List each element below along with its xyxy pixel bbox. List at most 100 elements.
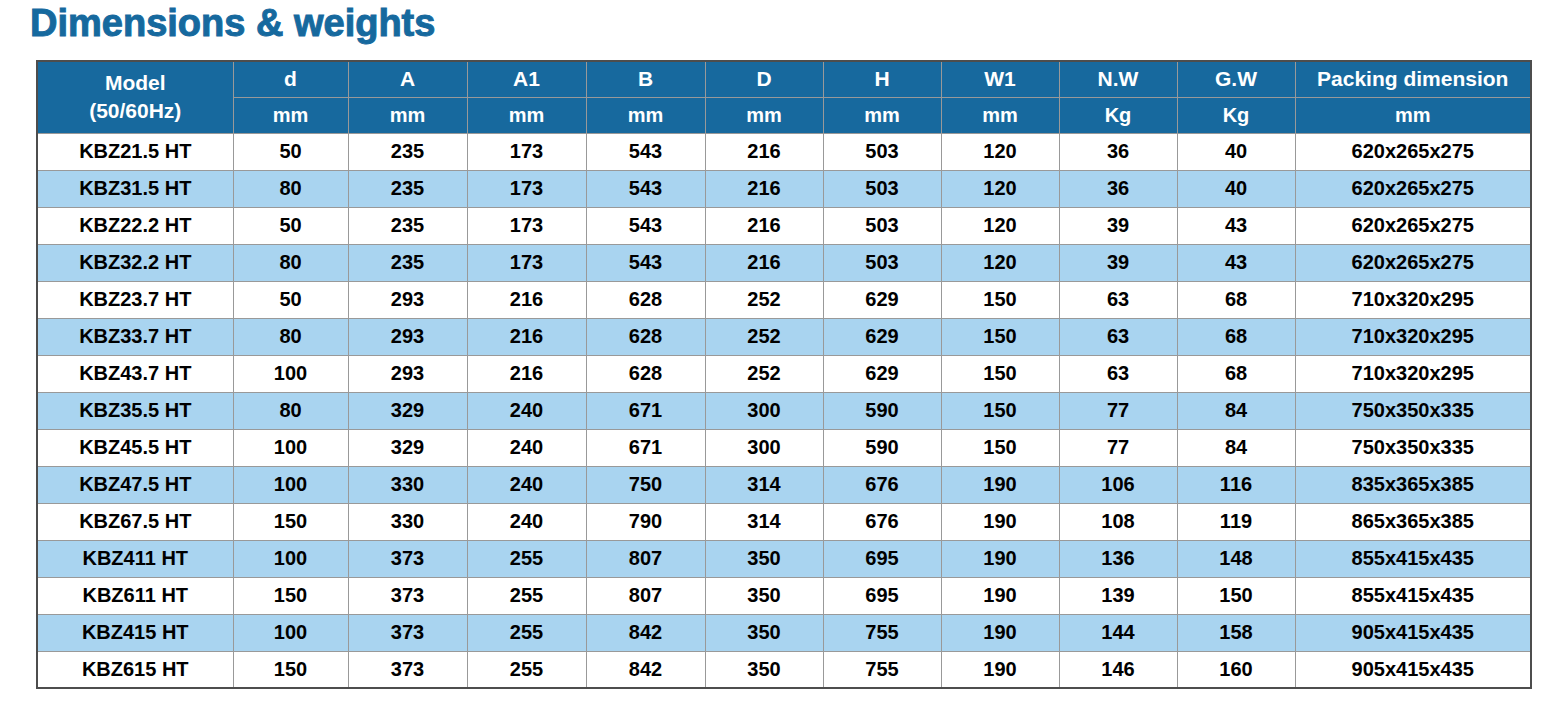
column-unit: Kg <box>1059 97 1177 133</box>
value-cell: 120 <box>941 170 1059 207</box>
table-row: KBZ33.7 HT802932166282526291506368710x32… <box>37 318 1531 355</box>
value-cell: 120 <box>941 207 1059 244</box>
value-cell: 80 <box>233 318 348 355</box>
value-cell: 252 <box>705 281 823 318</box>
column-unit: mm <box>233 97 348 133</box>
value-cell: 255 <box>467 577 586 614</box>
value-cell: 855x415x435 <box>1295 577 1531 614</box>
value-cell: 50 <box>233 133 348 170</box>
model-cell: KBZ35.5 HT <box>37 392 233 429</box>
value-cell: 865x365x385 <box>1295 503 1531 540</box>
value-cell: 620x265x275 <box>1295 170 1531 207</box>
value-cell: 503 <box>823 244 941 281</box>
value-cell: 150 <box>1177 577 1295 614</box>
value-cell: 235 <box>348 244 467 281</box>
value-cell: 628 <box>586 318 705 355</box>
value-cell: 216 <box>467 318 586 355</box>
value-cell: 807 <box>586 540 705 577</box>
value-cell: 314 <box>705 466 823 503</box>
model-cell: KBZ415 HT <box>37 614 233 651</box>
value-cell: 629 <box>823 318 941 355</box>
header-label-row: Model(50/60Hz)dAA1BDHW1N.WG.WPacking dim… <box>37 61 1531 97</box>
value-cell: 77 <box>1059 429 1177 466</box>
value-cell: 330 <box>348 503 467 540</box>
model-cell: KBZ611 HT <box>37 577 233 614</box>
value-cell: 160 <box>1177 651 1295 688</box>
value-cell: 235 <box>348 207 467 244</box>
column-header-n-w: N.W <box>1059 61 1177 97</box>
value-cell: 503 <box>823 133 941 170</box>
value-cell: 350 <box>705 614 823 651</box>
value-cell: 629 <box>823 281 941 318</box>
table-row: KBZ22.2 HT502351735432165031203943620x26… <box>37 207 1531 244</box>
value-cell: 235 <box>348 170 467 207</box>
value-cell: 373 <box>348 540 467 577</box>
value-cell: 150 <box>941 355 1059 392</box>
value-cell: 503 <box>823 207 941 244</box>
value-cell: 190 <box>941 577 1059 614</box>
table-row: KBZ31.5 HT802351735432165031203640620x26… <box>37 170 1531 207</box>
value-cell: 36 <box>1059 133 1177 170</box>
table-body: KBZ21.5 HT502351735432165031203640620x26… <box>37 133 1531 688</box>
value-cell: 40 <box>1177 133 1295 170</box>
value-cell: 620x265x275 <box>1295 133 1531 170</box>
value-cell: 150 <box>941 429 1059 466</box>
model-cell: KBZ32.2 HT <box>37 244 233 281</box>
table-row: KBZ21.5 HT502351735432165031203640620x26… <box>37 133 1531 170</box>
model-column-header: Model(50/60Hz) <box>37 61 233 133</box>
column-unit: mm <box>823 97 941 133</box>
value-cell: 710x320x295 <box>1295 355 1531 392</box>
value-cell: 252 <box>705 355 823 392</box>
value-cell: 100 <box>233 466 348 503</box>
value-cell: 590 <box>823 429 941 466</box>
value-cell: 671 <box>586 429 705 466</box>
value-cell: 710x320x295 <box>1295 281 1531 318</box>
value-cell: 146 <box>1059 651 1177 688</box>
value-cell: 329 <box>348 392 467 429</box>
column-header-g-w: G.W <box>1177 61 1295 97</box>
column-unit: mm <box>348 97 467 133</box>
column-unit: mm <box>941 97 1059 133</box>
table-row: KBZ35.5 HT803292406713005901507784750x35… <box>37 392 1531 429</box>
value-cell: 676 <box>823 466 941 503</box>
column-unit: mm <box>1295 97 1531 133</box>
column-header-h: H <box>823 61 941 97</box>
value-cell: 695 <box>823 540 941 577</box>
model-cell: KBZ33.7 HT <box>37 318 233 355</box>
value-cell: 120 <box>941 244 1059 281</box>
value-cell: 252 <box>705 318 823 355</box>
value-cell: 314 <box>705 503 823 540</box>
table-row: KBZ615 HT150373255842350755190146160905x… <box>37 651 1531 688</box>
model-cell: KBZ23.7 HT <box>37 281 233 318</box>
value-cell: 835x365x385 <box>1295 466 1531 503</box>
table-row: KBZ32.2 HT802351735432165031203943620x26… <box>37 244 1531 281</box>
value-cell: 676 <box>823 503 941 540</box>
value-cell: 807 <box>586 577 705 614</box>
value-cell: 119 <box>1177 503 1295 540</box>
column-header-d: D <box>705 61 823 97</box>
value-cell: 842 <box>586 651 705 688</box>
value-cell: 68 <box>1177 281 1295 318</box>
column-header-packing-dimension: Packing dimension <box>1295 61 1531 97</box>
dimensions-weights-table: Model(50/60Hz)dAA1BDHW1N.WG.WPacking dim… <box>36 60 1532 689</box>
value-cell: 750 <box>586 466 705 503</box>
value-cell: 503 <box>823 170 941 207</box>
value-cell: 150 <box>233 503 348 540</box>
value-cell: 148 <box>1177 540 1295 577</box>
value-cell: 190 <box>941 540 1059 577</box>
value-cell: 240 <box>467 503 586 540</box>
model-cell: KBZ22.2 HT <box>37 207 233 244</box>
value-cell: 150 <box>941 318 1059 355</box>
value-cell: 350 <box>705 651 823 688</box>
value-cell: 108 <box>1059 503 1177 540</box>
value-cell: 68 <box>1177 355 1295 392</box>
value-cell: 671 <box>586 392 705 429</box>
value-cell: 173 <box>467 133 586 170</box>
value-cell: 755 <box>823 651 941 688</box>
column-header-w1: W1 <box>941 61 1059 97</box>
table-row: KBZ43.7 HT1002932166282526291506368710x3… <box>37 355 1531 392</box>
column-header-a1: A1 <box>467 61 586 97</box>
model-cell: KBZ21.5 HT <box>37 133 233 170</box>
value-cell: 240 <box>467 429 586 466</box>
value-cell: 293 <box>348 355 467 392</box>
